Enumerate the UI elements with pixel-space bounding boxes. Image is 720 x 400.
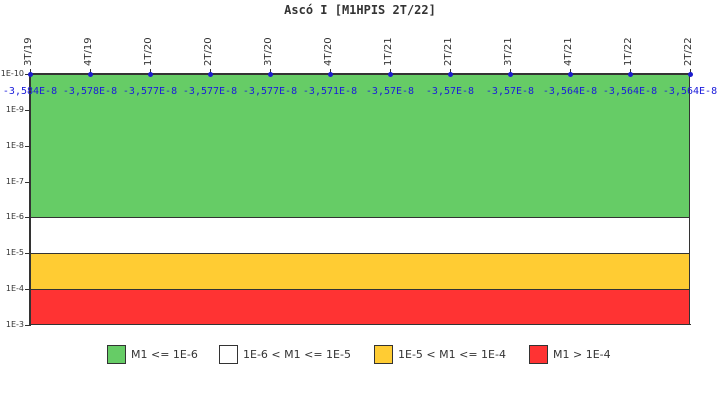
y-tick: 1E-4 bbox=[0, 284, 30, 294]
data-label: -3,564E-8 bbox=[602, 86, 658, 97]
legend-swatch-red bbox=[529, 345, 548, 364]
data-point[interactable] bbox=[328, 72, 333, 77]
band-red bbox=[30, 289, 690, 325]
band-green bbox=[30, 74, 690, 217]
legend-swatch-green bbox=[107, 345, 126, 364]
plot-area bbox=[30, 74, 690, 325]
y-tick: 1E-5 bbox=[0, 248, 30, 258]
x-tick: 3T/21 bbox=[503, 0, 514, 74]
data-point[interactable] bbox=[448, 72, 453, 77]
data-label: -3,57E-8 bbox=[425, 86, 475, 97]
x-tick: 4T/20 bbox=[323, 0, 334, 74]
band-divider bbox=[30, 289, 690, 290]
data-point[interactable] bbox=[28, 72, 33, 77]
x-tick: 1T/21 bbox=[383, 0, 394, 74]
x-tick: 3T/19 bbox=[23, 0, 34, 74]
data-label: -3,564E-8 bbox=[542, 86, 598, 97]
x-tick: 4T/21 bbox=[563, 0, 574, 74]
data-point[interactable] bbox=[268, 72, 273, 77]
data-label: -3,577E-8 bbox=[242, 86, 298, 97]
data-label: -3,577E-8 bbox=[182, 86, 238, 97]
legend: M1 <= 1E-6 1E-6 < M1 <= 1E-5 1E-5 < M1 <… bbox=[0, 345, 720, 367]
y-tick: 1E-3 bbox=[0, 320, 30, 330]
data-label: -3,57E-8 bbox=[365, 86, 415, 97]
data-label: -3,564E-8 bbox=[662, 86, 718, 97]
data-label: -3,584E-8 bbox=[2, 86, 58, 97]
band-divider bbox=[30, 217, 690, 218]
y-tick: 1E-10 bbox=[0, 69, 30, 79]
data-point[interactable] bbox=[508, 72, 513, 77]
data-point[interactable] bbox=[388, 72, 393, 77]
x-tick: 1T/22 bbox=[623, 0, 634, 74]
data-point[interactable] bbox=[148, 72, 153, 77]
y-tick: 1E-7 bbox=[0, 177, 30, 187]
x-tick: 2T/21 bbox=[443, 0, 454, 74]
data-label: -3,578E-8 bbox=[62, 86, 118, 97]
data-point[interactable] bbox=[628, 72, 633, 77]
y-axis bbox=[29, 73, 31, 326]
band-yellow bbox=[30, 253, 690, 289]
x-tick: 2T/20 bbox=[203, 0, 214, 74]
data-label: -3,571E-8 bbox=[302, 86, 358, 97]
x-tick: 2T/22 bbox=[683, 0, 694, 74]
data-label: -3,57E-8 bbox=[485, 86, 535, 97]
x-axis bbox=[30, 73, 691, 75]
y-tick: 1E-9 bbox=[0, 105, 30, 115]
x-tick: 3T/20 bbox=[263, 0, 274, 74]
y-tick: 1E-6 bbox=[0, 212, 30, 222]
plot-bottom-border bbox=[30, 324, 691, 325]
data-point[interactable] bbox=[88, 72, 93, 77]
data-point[interactable] bbox=[568, 72, 573, 77]
band-divider bbox=[30, 253, 690, 254]
legend-swatch-white bbox=[219, 345, 238, 364]
data-label: -3,577E-8 bbox=[122, 86, 178, 97]
y-tick: 1E-8 bbox=[0, 141, 30, 151]
x-tick: 4T/19 bbox=[83, 0, 94, 74]
band-white bbox=[30, 217, 690, 253]
data-point[interactable] bbox=[688, 72, 693, 77]
x-tick: 1T/20 bbox=[143, 0, 154, 74]
legend-swatch-yellow bbox=[374, 345, 393, 364]
data-point[interactable] bbox=[208, 72, 213, 77]
chart-title: Ascó I [M1HPIS 2T/22] bbox=[284, 3, 436, 17]
